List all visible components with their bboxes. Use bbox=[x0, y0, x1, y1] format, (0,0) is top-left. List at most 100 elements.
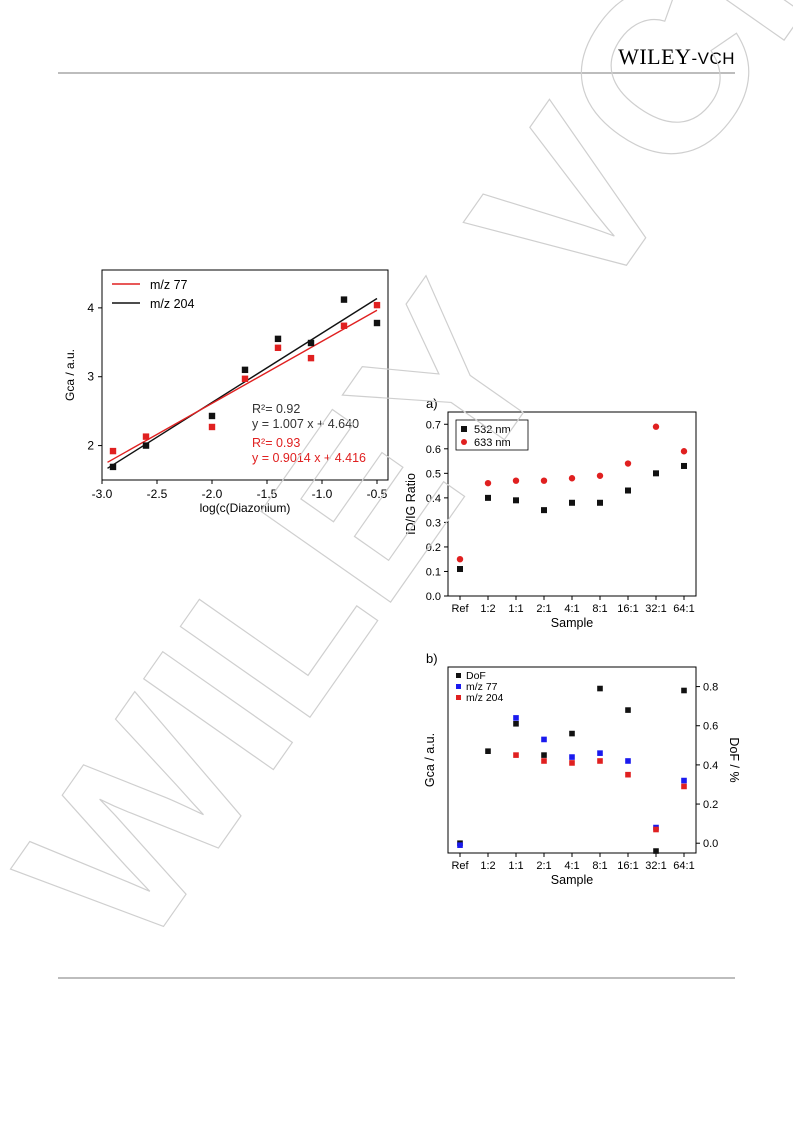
legend-marker bbox=[456, 695, 461, 700]
data-point-DoF bbox=[513, 720, 519, 727]
fit-line-m-z-204 bbox=[107, 297, 378, 469]
x-tick-label: 16:1 bbox=[617, 603, 638, 615]
x-tick-label: 1:2 bbox=[480, 603, 495, 615]
right-y-tick-label: 0.2 bbox=[703, 799, 718, 811]
x-tick-label: 16:1 bbox=[617, 860, 638, 872]
data-point-m-z-204 bbox=[681, 783, 687, 790]
header-rule bbox=[58, 72, 735, 74]
panel-label-a: a) bbox=[426, 396, 438, 411]
data-point-532-nm bbox=[513, 497, 519, 504]
wiley-vch-logo: WILEY-VCH bbox=[618, 44, 735, 70]
x-tick-label: 1:1 bbox=[508, 860, 523, 872]
x-tick-label: 4:1 bbox=[564, 860, 579, 872]
data-point-532-nm bbox=[569, 499, 575, 506]
data-point-m-z-77 bbox=[307, 354, 315, 362]
footer-rule bbox=[58, 977, 735, 979]
legend-marker bbox=[461, 439, 467, 445]
x-tick-label: -3.0 bbox=[92, 487, 113, 501]
x-tick-label: -1.5 bbox=[257, 487, 278, 501]
x-tick-label: 32:1 bbox=[645, 860, 666, 872]
data-point-633-nm bbox=[652, 423, 660, 430]
y-axis-label: Gca / a.u. bbox=[63, 349, 77, 401]
data-point-m-z-204 bbox=[541, 758, 547, 764]
data-point-m-z-77 bbox=[541, 736, 547, 743]
chart-gca-vs-concentration: m/z 77 m/z 204 R²= 0.92 y = 1.007 x + 4.… bbox=[63, 269, 389, 515]
data-point-m-z-204 bbox=[274, 335, 282, 343]
right-y-tick-label: 0.8 bbox=[703, 682, 718, 694]
data-point-m-z-204 bbox=[109, 463, 117, 471]
data-point-m-z-77 bbox=[274, 344, 282, 352]
legend-label: 532 nm bbox=[474, 424, 511, 436]
data-point-633-nm bbox=[540, 477, 548, 484]
x-tick-label: -1.0 bbox=[312, 487, 333, 501]
x-axis-label: Sample bbox=[551, 616, 593, 630]
y-tick-label: 0.7 bbox=[426, 419, 441, 431]
data-point-633-nm bbox=[568, 475, 576, 482]
x-tick-label: 2:1 bbox=[536, 860, 551, 872]
fit-line-m-z-77 bbox=[107, 309, 378, 463]
data-point-m-z-77 bbox=[340, 322, 348, 329]
x-tick-label: -0.5 bbox=[367, 487, 388, 501]
data-point-532-nm bbox=[625, 487, 631, 494]
plot-frame bbox=[101, 269, 389, 481]
legend: m/z 77 m/z 204 bbox=[112, 278, 195, 311]
data-point-m-z-204 bbox=[569, 760, 575, 766]
legend-label-mz77: m/z 77 bbox=[150, 278, 188, 292]
data-point-m-z-77 bbox=[208, 423, 216, 431]
data-point-633-nm bbox=[484, 479, 492, 487]
data-point-m-z-77 bbox=[241, 375, 249, 382]
data-point-m-z-204 bbox=[340, 296, 348, 303]
data-point-m-z-204 bbox=[653, 826, 659, 833]
y-axis-label: Gca / a.u. bbox=[423, 733, 437, 787]
annotation-red-equation: y = 0.9014 x + 4.416 bbox=[252, 451, 366, 465]
chart-id-ig-ratio: a) Ref 1:2 1:1 2:1 4:1 8:1 16:1 32:1 64:1 0.0 0.1 0… bbox=[404, 396, 697, 630]
data-point-DoF bbox=[597, 685, 603, 692]
right-y-tick-label: 0.0 bbox=[703, 838, 718, 850]
data-point-m-z-77 bbox=[513, 715, 519, 721]
right-y-axis-label: DoF / % bbox=[727, 737, 741, 782]
data-point-532-nm bbox=[485, 494, 491, 501]
annotation-black-equation: y = 1.007 x + 4.640 bbox=[252, 417, 359, 431]
x-tick-label: 64:1 bbox=[673, 860, 694, 872]
data-point-m-z-77 bbox=[681, 777, 687, 784]
y-tick-label: 0.3 bbox=[426, 517, 441, 529]
y-tick-label: 2 bbox=[87, 439, 94, 453]
data-point-m-z-77 bbox=[142, 433, 150, 440]
data-point-DoF bbox=[569, 730, 575, 737]
x-tick-label: 64:1 bbox=[673, 603, 694, 615]
data-point-m-z-77 bbox=[625, 758, 631, 764]
y-tick-label: 0.5 bbox=[426, 468, 441, 480]
data-point-m-z-77 bbox=[457, 842, 463, 848]
data-point-DoF bbox=[681, 687, 687, 694]
legend-label-mz204: m/z 204 bbox=[150, 297, 195, 311]
data-point-DoF bbox=[485, 748, 491, 754]
legend-marker bbox=[456, 673, 461, 678]
y-tick-label: 0.0 bbox=[426, 591, 441, 603]
data-point-m-z-204 bbox=[373, 319, 381, 327]
logo-suffix-text: -VCH bbox=[691, 49, 735, 68]
x-axis-label: Sample bbox=[551, 873, 593, 887]
chart-gca-dof: b) Ref 1:2 1:1 2:1 4:1 8:1 16:1 32:1 64:1 0.0 0.2 0… bbox=[423, 651, 741, 887]
data-point-m-z-204 bbox=[241, 366, 249, 374]
x-tick-label: 4:1 bbox=[564, 603, 579, 615]
logo-main-text: WILEY bbox=[618, 44, 692, 69]
x-tick-label: 32:1 bbox=[645, 603, 666, 615]
data-point-633-nm bbox=[680, 448, 688, 455]
annotation-black-r2: R²= 0.92 bbox=[252, 402, 300, 416]
annotation-red-r2: R²= 0.93 bbox=[252, 436, 300, 450]
data-point-m-z-77 bbox=[597, 750, 603, 756]
x-tick-label: Ref bbox=[451, 603, 469, 615]
data-point-DoF bbox=[653, 848, 659, 854]
data-point-m-z-204 bbox=[513, 752, 519, 758]
data-point-633-nm bbox=[512, 477, 520, 484]
data-point-633-nm bbox=[596, 472, 604, 479]
data-point-532-nm bbox=[457, 566, 463, 573]
y-tick-label: 0.6 bbox=[426, 444, 441, 456]
data-point-m-z-204 bbox=[208, 412, 216, 420]
data-point-532-nm bbox=[597, 499, 603, 506]
x-tick-label: 1:2 bbox=[480, 860, 495, 872]
x-tick-label: 8:1 bbox=[592, 603, 607, 615]
data-point-532-nm bbox=[541, 507, 547, 514]
data-point-532-nm bbox=[681, 462, 687, 469]
data-point-m-z-77 bbox=[109, 447, 117, 455]
